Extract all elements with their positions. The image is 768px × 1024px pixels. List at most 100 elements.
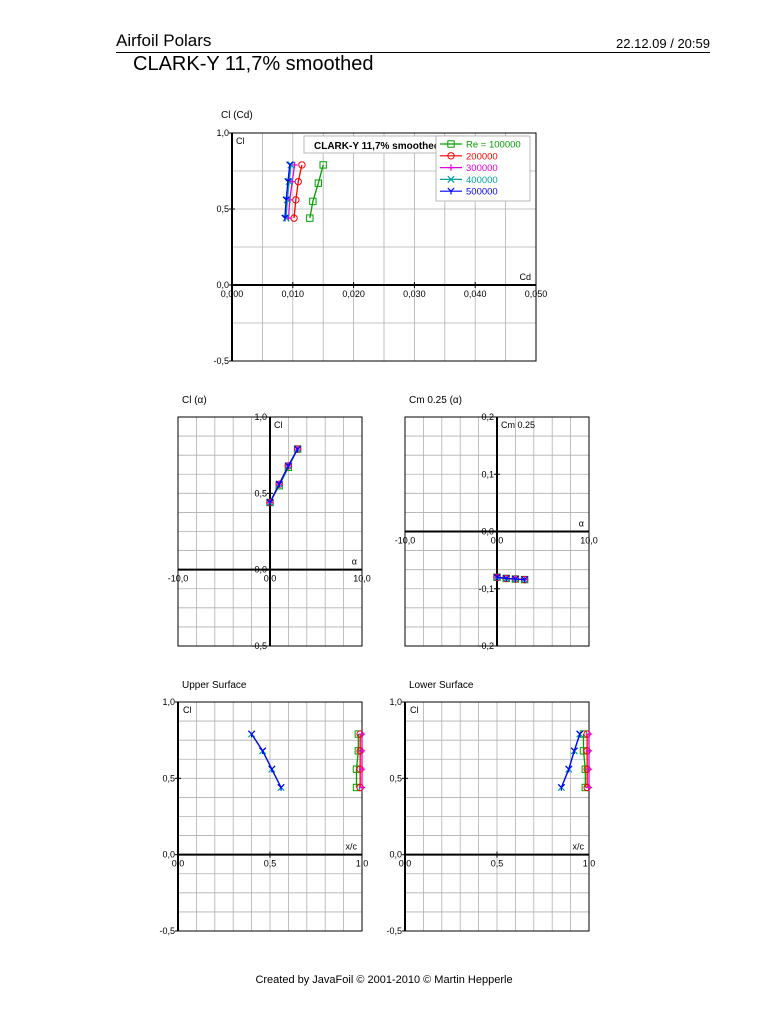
series-line [560,733,581,788]
data-point [319,161,327,169]
data-point [275,480,283,488]
chart-upper_surface: Upper Surface 0,0 0,5 1,0 -0,5 0,0 0,5 1,0 Cl x/c [159,680,368,936]
y-tick-label: 1,0 [254,412,267,422]
series-4 [266,445,302,506]
y-tick-label: -0,5 [386,926,402,936]
x-tick-label: 0,000 [221,289,244,299]
data-point [282,196,290,204]
legend-marker [447,164,455,171]
data-point [293,445,302,453]
y-tick-label: 0,2 [481,412,494,422]
y-tick-label: -0,5 [251,641,267,651]
y-axis-label: Cm 0.25 [501,420,535,430]
series-2 [358,730,366,791]
y-axis-label: Cl [236,136,245,146]
y-tick-label: 0,5 [162,773,175,783]
data-point [585,747,593,755]
series-4 [281,161,294,222]
y-axis-label: Cl [410,705,419,715]
x-tick-label: 0,5 [491,859,504,869]
y-tick-label: 0,0 [216,280,229,290]
data-point [358,784,366,791]
data-point [314,179,323,187]
series-line [355,734,359,788]
data-point [259,747,267,755]
chart-title: Upper Surface [182,680,247,691]
y-tick-label: 0,5 [254,488,267,498]
series-line [582,734,586,788]
data-point [570,747,578,755]
x-axis-label: Cd [519,272,531,282]
data-point [284,178,292,185]
y-tick-label: -0,5 [213,356,229,366]
x-tick-label: 0,040 [464,289,487,299]
legend-label: 500000 [466,187,498,198]
data-point [557,783,566,791]
y-tick-label: 0,5 [216,204,229,214]
series-line [269,448,299,503]
x-tick-label: 10,0 [353,574,371,584]
chart-title: Cl (α) [182,395,207,406]
chart-lower_surface: Lower Surface 0,0 0,5 1,0 -0,5 0,0 0,5 1,0 Cl x/c [386,680,595,936]
data-point [285,178,293,186]
header-rule [116,52,710,53]
series-line [285,164,292,219]
y-tick-label: -0,5 [159,926,175,936]
series-line [309,164,324,219]
x-tick-label: 0,020 [342,289,365,299]
data-point [288,178,296,185]
data-point [266,498,274,506]
data-point [298,161,306,169]
series-3 [282,161,295,222]
x-tick-label: 0,0 [491,536,504,546]
x-axis-label: α [352,557,357,567]
footer-credit: Created by JavaFoil © 2001-2010 © Martin… [255,974,513,986]
series-line [293,164,303,219]
x-tick-label: -10,0 [168,574,189,584]
y-tick-label: 1,0 [162,697,175,707]
y-tick-label: 0,0 [389,850,402,860]
x-tick-label: 0,0 [172,859,185,869]
y-tick-label: 1,0 [389,697,402,707]
y-tick-label: 0,1 [481,469,494,479]
legend-marker [447,140,455,148]
data-point [309,197,317,206]
x-axis-label: x/c [572,842,584,852]
data-point [277,783,285,791]
y-tick-label: 0,0 [162,850,175,860]
data-point [565,765,573,773]
y-axis-label: Cl [183,705,192,715]
x-tick-label: -10,0 [395,536,416,546]
data-point [306,214,314,222]
y-tick-label: 1,0 [216,128,229,138]
x-tick-label: 0,0 [264,574,277,584]
chart-title: Cm 0.25 (α) [409,395,462,406]
chart-title: Lower Surface [409,680,474,691]
data-point [268,765,276,773]
legend-marker [447,187,455,195]
data-point [358,765,366,773]
legend-label: Re = 100000 [466,140,521,151]
legend-marker [447,175,455,184]
series-4 [247,730,285,791]
data-point [281,214,289,222]
y-axis-label: Cl [274,420,283,430]
x-tick-label: 0,010 [282,289,305,299]
series-line [287,164,296,219]
series-2 [585,730,593,791]
data-point [502,574,510,582]
chart-cl_alpha: Cl (α) -10,0 0,0 10,0 -0,5 0,0 0,5 1,0 Cl α [168,395,371,651]
chart-title: Cl (Cd) [221,110,253,121]
x-axis-label: x/c [345,842,357,852]
x-tick-label: 0,050 [525,289,548,299]
x-tick-label: 0,030 [403,289,426,299]
series-4 [493,573,529,583]
data-point [282,214,290,222]
legend-label: 400000 [466,175,498,186]
data-point [520,575,529,583]
chart-cm_alpha: Cm 0.25 (α) -10,0 0,0 10,0 -0,2 -0,1 0,0 0,1 0,2… [395,395,598,651]
data-point [283,196,291,204]
data-point [284,462,293,470]
data-point [287,161,295,169]
